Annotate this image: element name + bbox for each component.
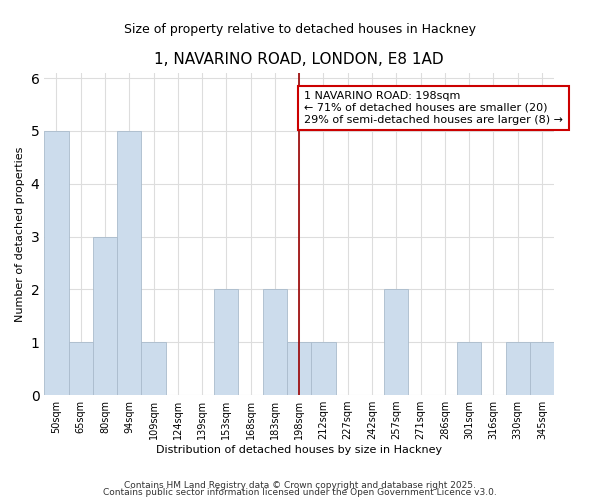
Bar: [287, 342, 311, 395]
Bar: [93, 236, 117, 395]
Bar: [117, 131, 142, 395]
Y-axis label: Number of detached properties: Number of detached properties: [15, 146, 25, 322]
Bar: [457, 342, 481, 395]
Bar: [530, 342, 554, 395]
Bar: [384, 290, 409, 395]
Text: 1 NAVARINO ROAD: 198sqm
← 71% of detached houses are smaller (20)
29% of semi-de: 1 NAVARINO ROAD: 198sqm ← 71% of detache…: [304, 92, 563, 124]
Text: Contains HM Land Registry data © Crown copyright and database right 2025.: Contains HM Land Registry data © Crown c…: [124, 480, 476, 490]
Bar: [142, 342, 166, 395]
X-axis label: Distribution of detached houses by size in Hackney: Distribution of detached houses by size …: [156, 445, 442, 455]
Bar: [506, 342, 530, 395]
Title: 1, NAVARINO ROAD, LONDON, E8 1AD: 1, NAVARINO ROAD, LONDON, E8 1AD: [154, 52, 444, 68]
Text: Contains public sector information licensed under the Open Government Licence v3: Contains public sector information licen…: [103, 488, 497, 497]
Bar: [263, 290, 287, 395]
Text: Size of property relative to detached houses in Hackney: Size of property relative to detached ho…: [124, 22, 476, 36]
Bar: [214, 290, 238, 395]
Bar: [44, 131, 68, 395]
Bar: [68, 342, 93, 395]
Bar: [311, 342, 335, 395]
